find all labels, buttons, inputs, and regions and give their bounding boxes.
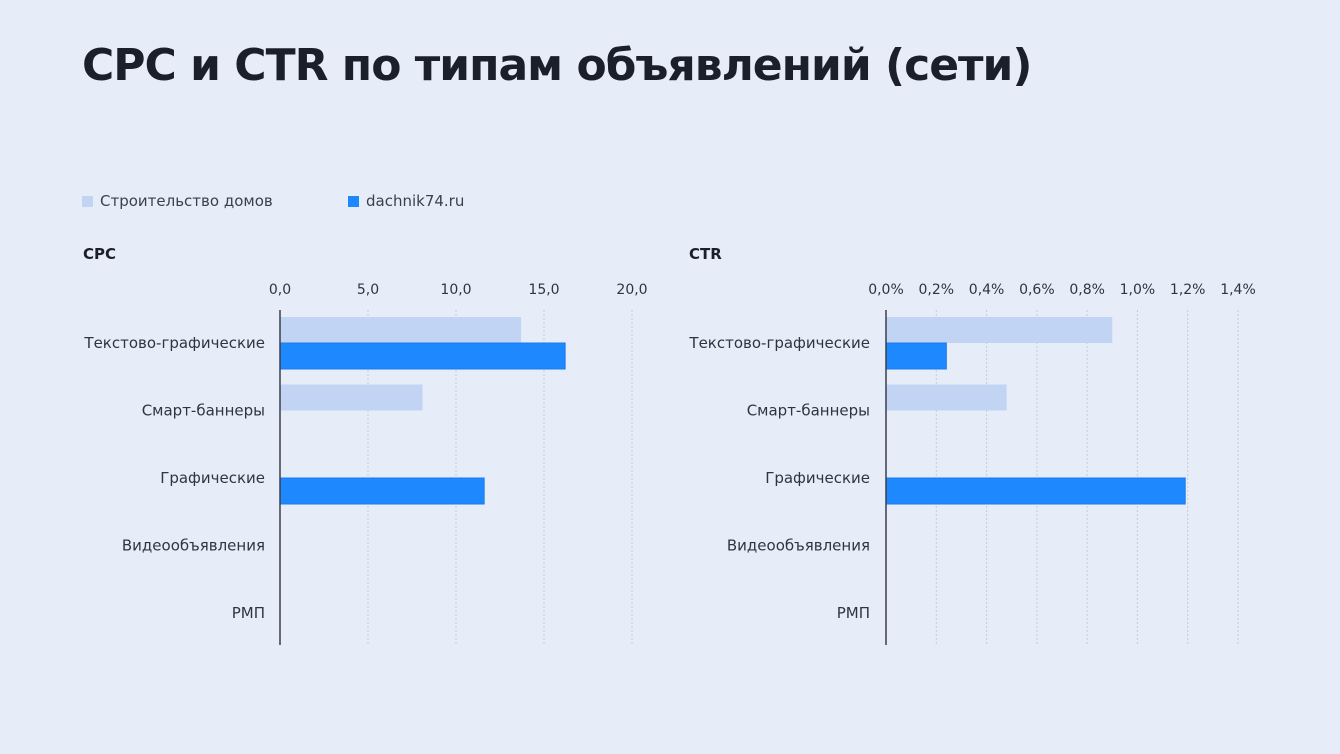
page-title: CPC и CTR по типам объявлений (сети) — [82, 40, 1032, 91]
bar-dachnik74 — [885, 477, 1186, 505]
tick-label: 0,0 — [269, 282, 291, 298]
legend: Строительство домов dachnik74.ru — [82, 192, 614, 210]
chart-title: CPC — [83, 245, 116, 263]
bar-dachnik74 — [885, 342, 947, 370]
legend-item: dachnik74.ru — [348, 192, 614, 210]
tick-label: 15,0 — [528, 282, 559, 298]
bar-stroitelstvo-domov — [886, 384, 1007, 411]
category-label: Смарт-баннеры — [747, 402, 870, 420]
bar-dachnik74 — [279, 342, 566, 370]
bar-stroitelstvo-domov — [280, 384, 423, 411]
legend-label: dachnik74.ru — [366, 192, 465, 210]
bar-stroitelstvo-domov — [886, 317, 1113, 343]
tick-label: 1,4% — [1220, 282, 1256, 298]
category-label: Смарт-баннеры — [142, 402, 265, 420]
tick-label: 10,0 — [440, 282, 471, 298]
bar-stroitelstvo-domov — [280, 317, 522, 343]
tick-label: 0,2% — [918, 282, 954, 298]
tick-label: 1,0% — [1120, 282, 1156, 298]
tick-label: 0,8% — [1069, 282, 1105, 298]
category-label: Текстово-графические — [688, 334, 870, 352]
bar-dachnik74 — [279, 477, 485, 505]
category-label: Графические — [160, 469, 265, 487]
legend-swatch — [82, 195, 93, 207]
tick-label: 0,0% — [868, 282, 904, 298]
legend-swatch — [348, 195, 359, 207]
category-label: Видеообъявления — [727, 537, 870, 555]
category-label: РМП — [232, 604, 265, 622]
tick-label: 0,4% — [969, 282, 1005, 298]
tick-label: 5,0 — [357, 282, 379, 298]
category-label: Видеообъявления — [122, 537, 265, 555]
tick-label: 0,6% — [1019, 282, 1055, 298]
category-label: Текстово-графические — [83, 334, 265, 352]
tick-label: 1,2% — [1170, 282, 1206, 298]
legend-item: Строительство домов — [82, 192, 348, 210]
chart-title: CTR — [689, 245, 722, 263]
tick-label: 20,0 — [616, 282, 647, 298]
category-label: РМП — [837, 604, 870, 622]
category-label: Графические — [765, 469, 870, 487]
legend-label: Строительство домов — [100, 192, 273, 210]
